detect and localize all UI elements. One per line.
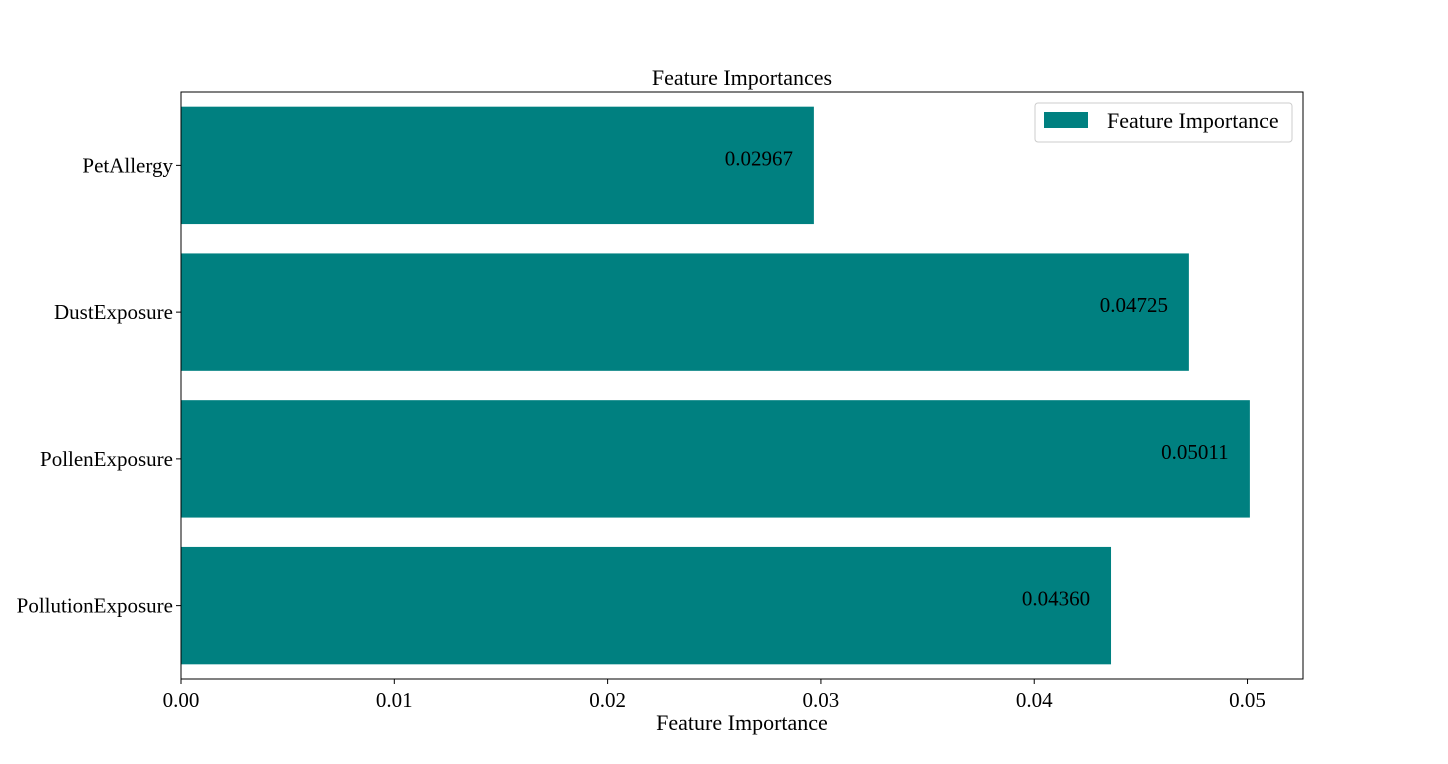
bar-petallergy	[181, 106, 814, 225]
y-tick-label: DustExposure	[54, 300, 173, 324]
bar-pollenexposure	[181, 400, 1250, 518]
data-label-pollenexposure: 0.05011	[1161, 440, 1228, 464]
data-label-pollutionexposure: 0.04360	[1022, 587, 1090, 611]
data-labels-group: 0.04360 0.05011 0.04725 0.02967	[725, 146, 1229, 610]
y-tick-label: PollenExposure	[40, 447, 173, 471]
chart-title: Feature Importances	[652, 65, 832, 90]
data-label-dustexposure: 0.04725	[1100, 293, 1168, 317]
legend-box	[1034, 102, 1293, 143]
x-tick-label: 0.04	[1016, 688, 1053, 712]
legend-swatch	[1044, 112, 1088, 128]
legend: Feature Importance	[1034, 102, 1293, 143]
bar-dustexposure	[181, 253, 1189, 371]
x-tick-label: 0.03	[803, 688, 840, 712]
x-tick-label: 0.05	[1229, 688, 1266, 712]
x-axis: 0.00 0.01 0.02 0.03 0.04 0.05	[163, 679, 1266, 712]
x-axis-label: Feature Importance	[656, 710, 828, 735]
y-axis: PollutionExposure PollenExposure DustExpos…	[17, 153, 181, 618]
bars-group	[181, 106, 1250, 665]
x-tick-label: 0.00	[163, 688, 200, 712]
legend-label: Feature Importance	[1107, 108, 1279, 133]
y-tick-label: PetAllergy	[82, 153, 173, 177]
x-tick-label: 0.01	[376, 688, 413, 712]
x-tick-label: 0.02	[589, 688, 626, 712]
bar-pollutionexposure	[181, 546, 1112, 665]
plot-frame	[180, 91, 1304, 680]
y-tick-label: PollutionExposure	[17, 594, 173, 618]
data-label-petallergy: 0.02967	[725, 146, 793, 170]
